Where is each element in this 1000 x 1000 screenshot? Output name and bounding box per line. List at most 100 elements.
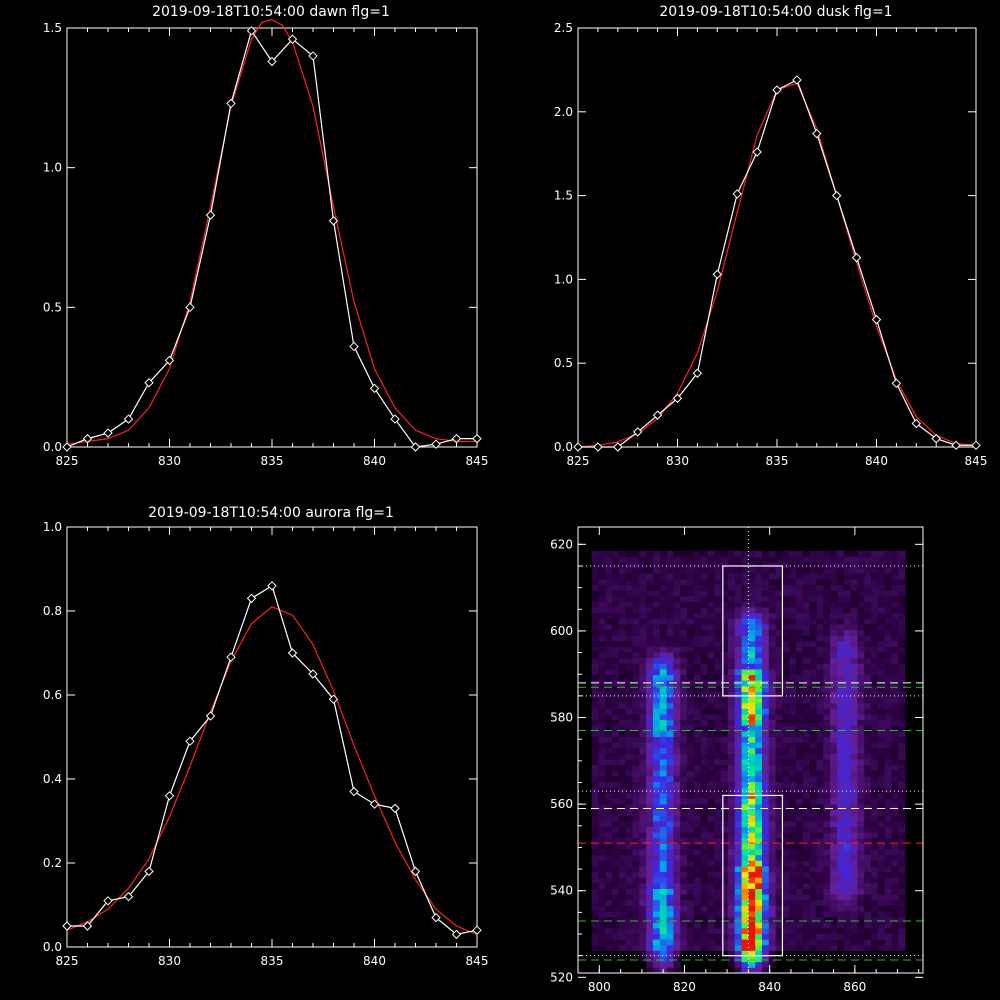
heatmap-cell	[687, 719, 695, 726]
data-point-marker	[226, 652, 236, 662]
heatmap-cell	[836, 927, 845, 934]
heatmap-cell	[823, 922, 831, 929]
heatmap-cell	[843, 567, 851, 574]
heatmap-cell	[741, 674, 749, 681]
heatmap-cell	[802, 550, 811, 557]
heatmap-cell	[843, 894, 851, 901]
heatmap-cell	[782, 595, 790, 602]
heatmap-cell	[857, 578, 865, 585]
heatmap-cell	[884, 781, 892, 788]
heatmap-cell	[591, 578, 599, 585]
heatmap-cell	[734, 882, 742, 889]
heatmap-cell	[646, 956, 654, 963]
heatmap-cell	[727, 809, 736, 816]
heatmap-cell	[871, 882, 879, 889]
heatmap-cell	[707, 556, 715, 563]
heatmap-cell	[884, 792, 892, 799]
heatmap-cell	[612, 595, 620, 602]
heatmap-cell	[762, 742, 770, 749]
heatmap-cell	[605, 730, 613, 737]
heatmap-cell	[687, 871, 695, 878]
heatmap-cell	[646, 944, 654, 951]
heatmap-cell	[741, 787, 749, 794]
heatmap-cell	[700, 640, 708, 647]
heatmap-cell	[707, 832, 715, 839]
heatmap-cell	[659, 646, 667, 653]
heatmap-cell	[782, 787, 790, 794]
heatmap-cell	[877, 944, 886, 951]
heatmap-cell	[809, 719, 817, 726]
heatmap-cell	[823, 595, 831, 602]
heatmap-cell	[877, 905, 886, 912]
heatmap-cell	[871, 854, 879, 861]
heatmap-cell	[700, 871, 708, 878]
heatmap-cell	[741, 567, 749, 574]
heatmap-cell	[830, 860, 838, 867]
heatmap-cell	[714, 894, 722, 901]
x-tick-label: 845	[965, 454, 988, 468]
heatmap-cell	[673, 809, 681, 816]
heatmap-cell	[727, 680, 736, 687]
heatmap-cell	[884, 905, 892, 912]
heatmap-cell	[625, 742, 633, 749]
heatmap-cell	[891, 899, 899, 906]
heatmap-cell	[707, 657, 715, 664]
heatmap-cell	[755, 837, 763, 844]
heatmap-cell	[802, 725, 811, 732]
heatmap-cell	[659, 714, 667, 721]
heatmap-cell	[877, 911, 886, 918]
heatmap-cell	[836, 905, 845, 912]
heatmap-cell	[741, 781, 749, 788]
heatmap-cell	[884, 680, 892, 687]
heatmap-cell	[748, 623, 756, 631]
heatmap-cell	[598, 702, 606, 709]
heatmap-cell	[721, 753, 729, 760]
heatmap-cell	[618, 736, 627, 743]
heatmap-cell	[802, 871, 811, 878]
heatmap-cell	[652, 635, 661, 642]
heatmap-cell	[707, 629, 715, 636]
heatmap-cell	[857, 601, 865, 608]
heatmap-cell	[830, 871, 838, 878]
heatmap-cell	[741, 759, 749, 766]
heatmap-cell	[755, 601, 763, 608]
heatmap-cell	[646, 607, 654, 614]
heatmap-cell	[666, 956, 674, 963]
heatmap-cell	[680, 877, 688, 884]
heatmap-cell	[666, 787, 674, 794]
heatmap-cell	[721, 550, 729, 557]
heatmap-cell	[727, 550, 736, 557]
heatmap-cell	[891, 669, 899, 676]
heatmap-cell	[618, 725, 627, 732]
heatmap-cell	[768, 702, 777, 709]
heatmap-cell	[857, 725, 865, 732]
heatmap-cell	[816, 787, 824, 794]
heatmap-cell	[871, 809, 879, 816]
heatmap-cell	[618, 646, 627, 653]
heatmap-cell	[877, 753, 886, 760]
heatmap-cell	[605, 866, 613, 873]
heatmap-cell	[727, 860, 736, 867]
heatmap-cell	[789, 719, 797, 726]
heatmap-cell	[687, 821, 695, 828]
panel-dawn-observed-line	[66, 29, 477, 448]
heatmap-cell	[721, 815, 729, 822]
heatmap-cell	[796, 719, 804, 726]
heatmap-cell	[707, 944, 715, 951]
heatmap-cell	[891, 866, 899, 873]
heatmap-cell	[864, 669, 872, 676]
heatmap-cell	[646, 635, 654, 642]
heatmap-cell	[714, 730, 722, 737]
heatmap-cell	[871, 652, 879, 659]
heatmap-cell	[714, 691, 722, 698]
heatmap-cell	[659, 629, 667, 636]
heatmap-cell	[898, 562, 906, 569]
heatmap-cell	[884, 882, 892, 889]
heatmap-cell	[714, 646, 722, 653]
heatmap-cell	[877, 663, 886, 670]
heatmap-cell	[748, 815, 756, 822]
heatmap-cell	[714, 708, 722, 715]
heatmap-cell	[796, 629, 804, 636]
heatmap-cell	[830, 618, 838, 625]
